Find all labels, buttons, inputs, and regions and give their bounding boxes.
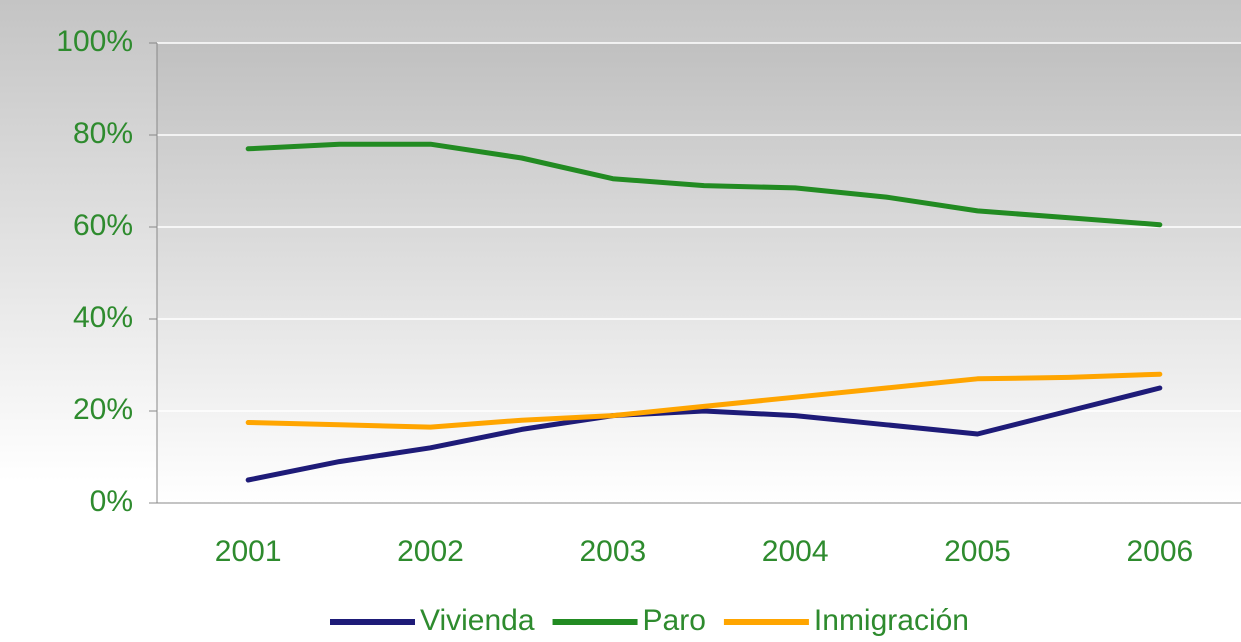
y-tick-label: 80% xyxy=(73,117,133,150)
y-tick-label: 100% xyxy=(56,25,133,58)
y-tick-label: 60% xyxy=(73,209,133,242)
legend-label: Paro xyxy=(643,604,706,637)
y-tick-label: 0% xyxy=(90,485,133,518)
x-tick-label: 2004 xyxy=(762,535,829,568)
x-tick-label: 2003 xyxy=(579,535,646,568)
line-series xyxy=(245,141,1163,228)
x-tick-label: 2002 xyxy=(397,535,464,568)
x-tick-label: 2001 xyxy=(215,535,282,568)
legend-label: Vivienda xyxy=(420,604,535,637)
plot-area xyxy=(157,43,1241,503)
line-series xyxy=(245,385,1163,483)
x-tick-label: 2006 xyxy=(1126,535,1193,568)
y-tick-label: 20% xyxy=(73,393,133,426)
x-tick-label: 2005 xyxy=(944,535,1011,568)
line-series xyxy=(245,371,1163,430)
y-tick-label: 40% xyxy=(73,301,133,334)
legend-label: Inmigración xyxy=(814,604,969,637)
